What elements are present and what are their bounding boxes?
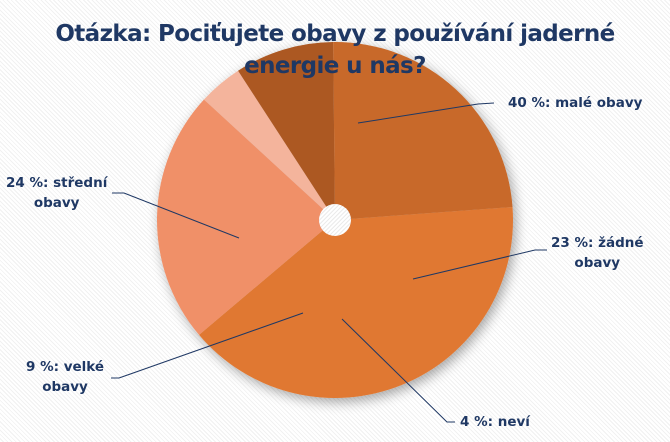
data-label-text: obavy xyxy=(574,255,621,271)
donut-hole xyxy=(319,204,351,236)
leader-line-zadne xyxy=(412,249,547,280)
leader-line-velke xyxy=(111,312,304,379)
data-label-text: obavy xyxy=(42,379,88,395)
leader-line-male xyxy=(357,102,495,124)
chart-title-line-1: Otázka: Pociťujete obavy z používání jad… xyxy=(55,21,615,47)
leader-lines xyxy=(111,102,547,423)
data-label-text: 23 %: žádné xyxy=(551,235,644,251)
slice-stredni-obavy xyxy=(333,42,513,220)
slice-nevi xyxy=(203,70,335,220)
data-label-text: 4 %: neví xyxy=(460,414,530,430)
data-label-text: 9 %: velké xyxy=(26,359,105,375)
pie-slices xyxy=(156,42,513,399)
data-label-male-obavy: 40 %: malé obavy xyxy=(508,93,642,113)
chart-title: Otázka: Pociťujete obavy z používání jad… xyxy=(0,18,670,82)
slice-velke-obavy xyxy=(238,42,335,221)
data-label-text: obavy xyxy=(33,195,80,211)
data-label-nevi: 4 %: neví xyxy=(460,412,530,432)
data-label-velke-obavy: 9 %: velké obavy xyxy=(26,357,104,397)
data-label-zadne-obavy: 23 %: žádné obavy xyxy=(551,233,644,273)
data-label-stredni-obavy: 24 %: střední obavy xyxy=(6,173,107,213)
slice-male-obavy xyxy=(199,206,513,399)
leader-line-stredni xyxy=(112,192,240,239)
data-label-text: 40 %: malé obavy xyxy=(508,95,643,111)
data-label-text: 24 %: střední xyxy=(6,175,108,191)
chart-title-line-2: energie u nás? xyxy=(244,53,426,79)
slice-zadne-obavy xyxy=(156,99,335,335)
leader-line-nevi xyxy=(341,318,455,423)
